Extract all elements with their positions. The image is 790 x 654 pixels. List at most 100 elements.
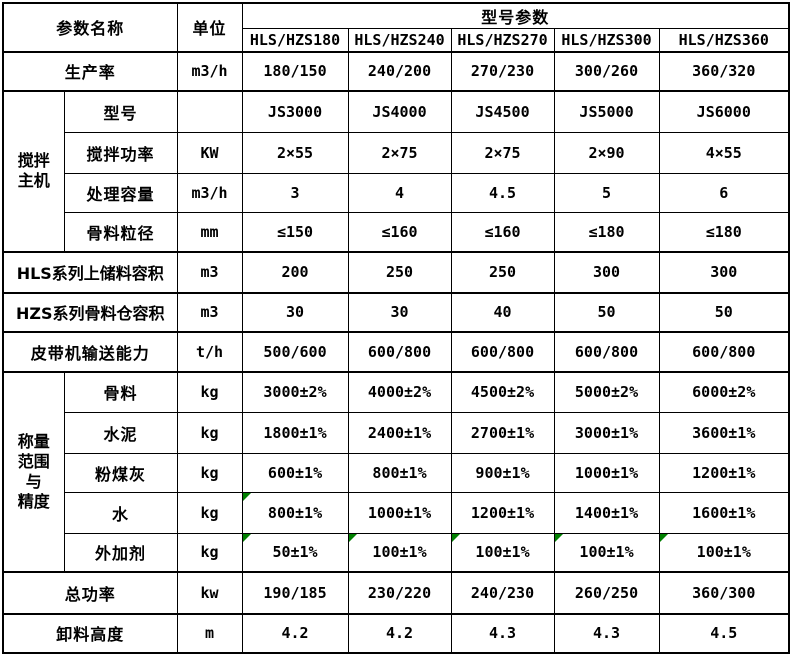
row-unit: m3/h xyxy=(176,50,243,91)
cell-value: 5 xyxy=(553,173,660,213)
row-weigh-admixture: 外加剂 kg 50±1% 100±1% 100±1% 100±1% 100±1% xyxy=(3,533,790,572)
header-row-2: HLS/HZS180 HLS/HZS240 HLS/HZS270 HLS/HZS… xyxy=(3,28,790,52)
cell-value: 600/800 xyxy=(658,330,790,372)
cell-value: 100±1% xyxy=(658,533,790,572)
error-indicator-triangle xyxy=(660,534,668,542)
cell-value: 800±1% xyxy=(347,453,452,493)
row-production-rate: 生产率 m3/h 180/150 240/200 270/230 300/260… xyxy=(2,50,790,91)
cell-value: 50 xyxy=(553,291,660,332)
cell-value: 1000±1% xyxy=(347,492,452,534)
cell-value: ≤160 xyxy=(347,212,452,252)
row-label: HZS系列骨料仓容积 xyxy=(2,291,178,332)
row-unit: kg xyxy=(176,533,243,572)
row-aggregate-size: 骨料粒径 mm ≤150 ≤160 ≤160 ≤180 ≤180 xyxy=(3,212,790,252)
row-label: 骨料 xyxy=(63,370,178,413)
cell-value: 2400±1% xyxy=(347,412,452,454)
cell-value: 4.3 xyxy=(450,612,555,653)
row-unit: m3 xyxy=(176,291,243,332)
row-label: 水 xyxy=(63,492,178,534)
cell-value: 3000±2% xyxy=(241,370,349,413)
cell-value: 300 xyxy=(553,250,660,293)
row-unit: kg xyxy=(176,453,243,493)
cell-value: 1000±1% xyxy=(553,453,660,493)
cell-value: 180/150 xyxy=(241,50,349,91)
row-unit: kg xyxy=(176,370,243,413)
cell-value: 600/800 xyxy=(553,330,660,372)
param-name-header: 参数名称 xyxy=(2,2,178,52)
cell-value: 1400±1% xyxy=(553,492,660,534)
cell-value: 6 xyxy=(658,173,790,213)
cell-value: 600/800 xyxy=(347,330,452,372)
cell-value: 270/230 xyxy=(450,50,555,91)
cell-value: 300/260 xyxy=(553,50,660,91)
unit-header: 单位 xyxy=(176,2,243,52)
row-label: 卸料高度 xyxy=(2,612,178,653)
row-label: 皮带机输送能力 xyxy=(2,330,178,372)
cell-value: ≤150 xyxy=(241,212,349,252)
cell-value: 4000±2% xyxy=(347,370,452,413)
cell-value-text: 100±1% xyxy=(696,543,751,562)
cell-value: 50±1% xyxy=(241,533,349,572)
cell-value: JS3000 xyxy=(241,89,349,133)
cell-value: 4.2 xyxy=(241,612,349,653)
col-header-hls-hzs360: HLS/HZS360 xyxy=(658,28,790,52)
row-weigh-cement: 水泥 kg 1800±1% 2400±1% 2700±1% 3000±1% 36… xyxy=(3,412,790,454)
error-indicator-triangle xyxy=(452,534,460,542)
row-weigh-aggregate: 称量 范围 与 精度 骨料 kg 3000±2% 4000±2% 4500±2%… xyxy=(2,370,790,572)
row-handling-capacity: 处理容量 m3/h 3 4 4.5 5 6 xyxy=(3,173,790,213)
cell-value: 4.3 xyxy=(553,612,660,653)
cell-value: 260/250 xyxy=(553,570,660,614)
cell-value: 30 xyxy=(241,291,349,332)
cell-value: 2×75 xyxy=(450,132,555,174)
cell-value: 1800±1% xyxy=(241,412,349,454)
row-label: 水泥 xyxy=(63,412,178,454)
cell-value: JS4000 xyxy=(347,89,452,133)
cell-value: 4×55 xyxy=(658,132,790,174)
cell-value: 1200±1% xyxy=(658,453,790,493)
cell-value: ≤160 xyxy=(450,212,555,252)
row-unit: kw xyxy=(176,570,243,614)
cell-value: 2×55 xyxy=(241,132,349,174)
cell-value-text: 100±1% xyxy=(475,543,530,562)
row-hls-storage-volume: HLS系列上储料容积 m3 200 250 250 300 300 xyxy=(2,250,790,293)
cell-value: 4.5 xyxy=(450,173,555,213)
row-label: 粉煤灰 xyxy=(63,453,178,493)
cell-value: 6000±2% xyxy=(658,370,790,413)
header-row-1: 参数名称 单位 型号参数 xyxy=(2,2,790,52)
row-unit: m xyxy=(176,612,243,653)
col-header-hls-hzs270: HLS/HZS270 xyxy=(450,28,555,52)
cell-value: 4.5 xyxy=(658,612,790,653)
row-total-power: 总功率 kw 190/185 230/220 240/230 260/250 3… xyxy=(2,570,790,614)
row-label: 生产率 xyxy=(2,50,178,91)
error-indicator-triangle xyxy=(243,534,251,542)
cell-value: JS6000 xyxy=(658,89,790,133)
error-indicator-triangle xyxy=(243,493,251,501)
col-header-hls-hzs240: HLS/HZS240 xyxy=(347,28,452,52)
row-unit: kg xyxy=(176,412,243,454)
model-params-header: 型号参数 xyxy=(241,2,790,29)
cell-value: 2×90 xyxy=(553,132,660,174)
cell-value: 50 xyxy=(658,291,790,332)
cell-value: 2700±1% xyxy=(450,412,555,454)
row-belt-conveyor-capacity: 皮带机输送能力 t/h 500/600 600/800 600/800 600/… xyxy=(2,330,790,372)
cell-value: ≤180 xyxy=(553,212,660,252)
cell-value-text: 800±1% xyxy=(267,504,323,522)
cell-value: 190/185 xyxy=(241,570,349,614)
cell-value: 230/220 xyxy=(347,570,452,614)
row-unit: t/h xyxy=(176,330,243,372)
cell-value: 500/600 xyxy=(241,330,349,372)
cell-value: 100±1% xyxy=(553,533,660,572)
cell-value: 1200±1% xyxy=(450,492,555,534)
row-unit: m3 xyxy=(176,250,243,293)
cell-value: 200 xyxy=(241,250,349,293)
row-hzs-aggregate-bin-volume: HZS系列骨料仓容积 m3 30 30 40 50 50 xyxy=(2,291,790,332)
row-label: 总功率 xyxy=(2,570,178,614)
cell-value: 3000±1% xyxy=(553,412,660,454)
row-label: 外加剂 xyxy=(63,533,178,572)
cell-value: 900±1% xyxy=(450,453,555,493)
row-label: HLS系列上储料容积 xyxy=(2,250,178,293)
cell-value: 800±1% xyxy=(241,492,349,534)
cell-value: 240/200 xyxy=(347,50,452,91)
row-unit: kg xyxy=(176,492,243,534)
